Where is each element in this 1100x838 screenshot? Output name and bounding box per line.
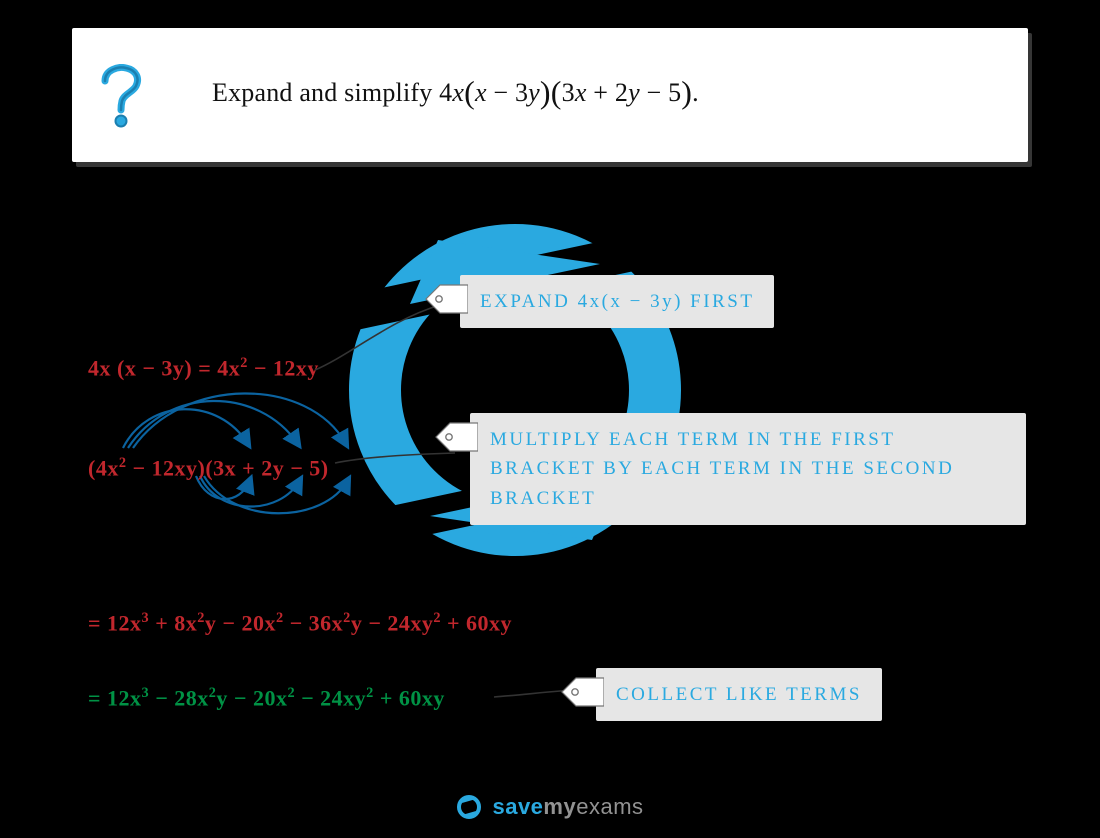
question-card: Expand and simplify 4x(x − 3y)(3x + 2y −… <box>72 28 1028 162</box>
logo-word-1: save <box>492 794 543 819</box>
question-mark-icon <box>98 64 144 128</box>
tag-icon <box>424 283 468 315</box>
worked-solution-area: 4x (x − 3y) = 4x2 − 12xy (4x2 − 12xy)(3x… <box>0 200 1100 760</box>
step-3-expanded: = 12x3 + 8x2y − 20x2 − 36x2y − 24xy2 + 6… <box>88 610 512 636</box>
hint-1-text: EXPAND 4x(x − 3y) FIRST <box>480 287 754 316</box>
step-4-simplified: = 12x3 − 28x2y − 20x2 − 24xy2 + 60xy <box>88 685 445 711</box>
question-expression: 4x(x − 3y)(3x + 2y − 5). <box>439 78 699 107</box>
logo-text: savemyexams <box>492 794 643 820</box>
brand-logo: savemyexams <box>0 794 1100 820</box>
logo-mark-icon <box>456 794 482 820</box>
step-2-product: (4x2 − 12xy)(3x + 2y − 5) <box>88 455 329 481</box>
question-prefix: Expand and simplify <box>212 78 439 107</box>
question-text: Expand and simplify 4x(x − 3y)(3x + 2y −… <box>212 72 699 109</box>
hint-3-text: COLLECT LIKE TERMS <box>616 680 862 709</box>
hint-label-3: COLLECT LIKE TERMS <box>596 668 882 721</box>
tag-icon <box>560 676 604 708</box>
hint-2-text: MULTIPLY EACH TERM IN THE FIRST BRACKET … <box>490 425 1006 513</box>
logo-word-3: exams <box>576 794 643 819</box>
logo-word-2: my <box>543 794 576 819</box>
hint-label-1: EXPAND 4x(x − 3y) FIRST <box>460 275 774 328</box>
step-1-expansion: 4x (x − 3y) = 4x2 − 12xy <box>88 355 319 381</box>
tag-icon <box>434 421 478 453</box>
hint-label-2: MULTIPLY EACH TERM IN THE FIRST BRACKET … <box>470 413 1026 525</box>
